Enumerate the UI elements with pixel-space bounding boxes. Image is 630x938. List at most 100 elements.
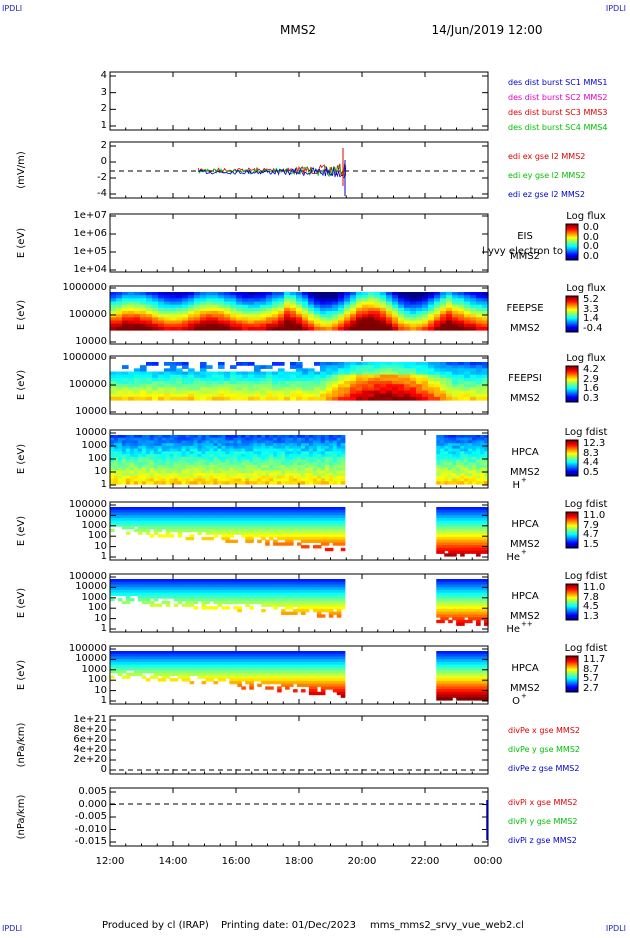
- spectrogram-cell: [194, 327, 201, 331]
- spectrogram-cell: [182, 529, 187, 532]
- colorbar-hpca_h: [566, 440, 578, 476]
- spectrogram-cell: [440, 551, 445, 554]
- panel-des_dist-axes: [110, 72, 488, 130]
- spectrogram-cell: [436, 551, 441, 554]
- spectrogram-cell: [118, 523, 123, 526]
- spectrogram-cell: [317, 614, 322, 617]
- spectrogram-cell: [284, 327, 291, 331]
- spectrogram-cell: [194, 601, 199, 604]
- spectrogram-cell: [114, 593, 119, 596]
- spectrogram-cell: [142, 481, 147, 484]
- spectrogram-cell: [138, 532, 143, 535]
- spectrogram-cell: [229, 540, 234, 543]
- spectrogram-cell: [174, 604, 179, 607]
- spectrogram-cell: [284, 397, 291, 401]
- spectrogram-cell: [289, 606, 294, 609]
- spectrogram-cell: [293, 537, 298, 540]
- spectrogram-cell: [166, 534, 171, 537]
- spectrogram-cell: [480, 551, 485, 554]
- spectrogram-cell: [289, 612, 294, 615]
- spectrogram-cell: [249, 481, 254, 484]
- spectrogram-cell: [472, 617, 477, 620]
- spectrogram-cell: [416, 397, 423, 401]
- spectrogram-cell: [218, 365, 225, 369]
- spectrogram-cell: [154, 604, 159, 607]
- spectrogram-cell: [134, 523, 139, 526]
- spectrogram-cell: [444, 553, 449, 556]
- spectrogram-cell: [134, 397, 141, 401]
- spectrogram-cell: [266, 397, 273, 401]
- spectrogram-cell: [154, 598, 159, 601]
- spectrogram-cell: [260, 365, 267, 369]
- spectrogram-cell: [297, 537, 302, 540]
- spectrogram-cell: [440, 481, 445, 484]
- spectrogram-cell: [118, 598, 123, 601]
- spectrogram-cell: [150, 604, 155, 607]
- spectrogram-cell: [224, 397, 231, 401]
- spectrogram-cell: [138, 598, 143, 601]
- spectrogram-cell: [460, 623, 465, 626]
- spectrogram-cell: [130, 481, 135, 484]
- spectrogram-cell: [221, 601, 226, 604]
- spectrogram-cell: [341, 481, 346, 484]
- spectrogram-cell: [166, 595, 171, 598]
- spectrogram-cell: [278, 327, 285, 331]
- spectrogram-cell: [446, 327, 453, 331]
- spectrogram-cell: [206, 365, 213, 369]
- spectrogram-cell: [468, 620, 473, 623]
- panel-frame: [110, 72, 488, 130]
- spectrogram-cell: [110, 593, 115, 596]
- spectrogram-cell: [217, 604, 222, 607]
- spectrogram-cell: [293, 612, 298, 615]
- spectrogram-cell: [162, 595, 167, 598]
- spectrogram-cell: [332, 397, 339, 401]
- spectrogram-cell: [142, 529, 147, 532]
- spectrogram-cell: [122, 365, 129, 369]
- spectrogram-cell: [242, 362, 249, 366]
- spectrogram-cell: [217, 532, 222, 535]
- spectrogram-cell: [448, 620, 453, 623]
- spectrogram-cell: [344, 327, 351, 331]
- spectrogram-cell: [290, 397, 297, 401]
- spectrogram-cell: [265, 534, 270, 537]
- spectrogram-cell: [448, 614, 453, 617]
- spectrogram-cell: [480, 481, 485, 484]
- spectrogram-cell: [305, 481, 310, 484]
- spectrogram-cell: [338, 397, 345, 401]
- spectrogram-cell: [326, 397, 333, 401]
- spectrogram-cell: [470, 397, 477, 401]
- spectrogram-cell: [325, 542, 330, 545]
- spectrogram-cell: [386, 327, 393, 331]
- spectrogram-cell: [152, 397, 159, 401]
- spectrogram-cell: [194, 606, 199, 609]
- spectrogram-cell: [122, 601, 127, 604]
- spectrogram-cell: [277, 604, 282, 607]
- spectrogram-cell: [266, 327, 273, 331]
- spectrogram-cell: [202, 481, 207, 484]
- spectrogram-cell: [320, 397, 327, 401]
- spectrogram-cell: [329, 614, 334, 617]
- spectrogram-cell: [166, 604, 171, 607]
- spectrogram-cell: [329, 548, 334, 551]
- spectrogram-cell: [265, 604, 270, 607]
- spectrogram-cell: [368, 397, 375, 401]
- spectrogram-cell: [158, 529, 163, 532]
- spectrogram-cell: [126, 532, 131, 535]
- spectrogram-cell: [464, 481, 469, 484]
- spectrogram-cell: [296, 327, 303, 331]
- spectrogram-cell: [230, 365, 237, 369]
- spectrogram-cell: [444, 617, 449, 620]
- spectrogram-cell: [253, 601, 258, 604]
- spectrogram-cell: [333, 606, 338, 609]
- spectrogram-cell: [321, 609, 326, 612]
- spectrogram-cell: [198, 481, 203, 484]
- spectrogram-cell: [320, 327, 327, 331]
- spectrogram-cell: [254, 397, 261, 401]
- spectrogram-cell: [110, 481, 115, 484]
- spectrogram-cell: [134, 481, 139, 484]
- spectrogram-cell: [206, 327, 213, 331]
- spectrogram-cell: [176, 327, 183, 331]
- spectrogram-cell: [186, 529, 191, 532]
- spectrogram-cell: [150, 595, 155, 598]
